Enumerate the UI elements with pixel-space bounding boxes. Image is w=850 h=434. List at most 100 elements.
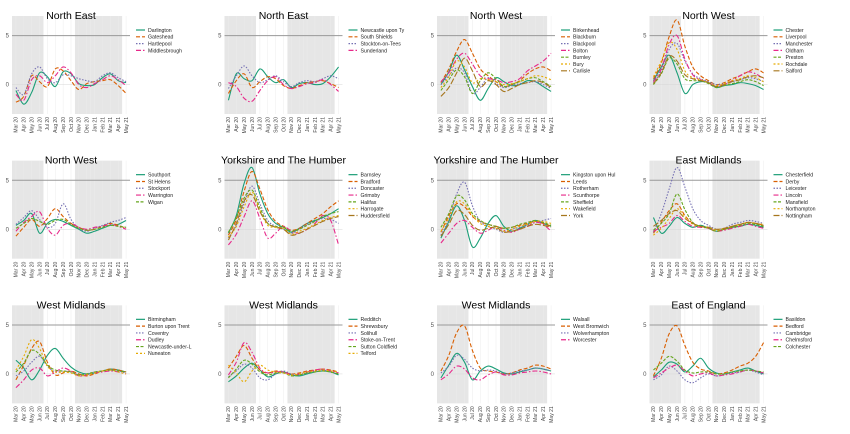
series-line: [227, 66, 339, 101]
lockdown-band: [728, 16, 760, 114]
x-tick-label: Jun 20: [37, 406, 43, 421]
x-tick-label: Sep 20: [698, 117, 704, 133]
legend-label: Birmingham: [148, 317, 176, 323]
series-line: [652, 166, 764, 233]
x-tick-label: Feb 21: [738, 261, 744, 277]
x-tick-label: May 21: [124, 261, 130, 278]
x-tick-label: Oct 20: [706, 261, 712, 276]
y-tick-label: 5: [643, 34, 647, 40]
legend-label: Hartlepool: [148, 42, 172, 48]
series-line: [228, 76, 339, 103]
x-tick-label: Feb 21: [525, 261, 531, 277]
legend-label: Burton upon Trent: [148, 324, 190, 330]
series-line: [652, 57, 764, 89]
panel-3: 0 5 Mar 20 Apr 20 May 20 Jun 20 Jul 20 Aug 20 Se…: [431, 10, 600, 133]
x-tick-label: Jul 20: [470, 406, 476, 420]
series-line: [653, 208, 764, 236]
panel-title: East Midlands: [676, 155, 742, 167]
series-line: [15, 217, 127, 231]
legend-label: Halifax: [361, 200, 377, 206]
y-tick-label: 5: [643, 178, 647, 184]
x-tick-label: Apr 21: [329, 261, 335, 276]
legend-label: Redditch: [361, 317, 382, 323]
series-line: [15, 66, 127, 96]
legend-label: Stockport: [148, 186, 170, 192]
x-tick-label: Apr 21: [116, 406, 122, 421]
legend-label: Middlesbrough: [148, 48, 182, 54]
x-tick-label: Jun 20: [462, 117, 468, 132]
x-tick-label: Sep 20: [273, 406, 279, 422]
x-tick-label: Jan 21: [730, 117, 736, 132]
legend-label: West Bromwich: [573, 324, 609, 330]
x-tick-label: Oct 20: [69, 261, 75, 276]
x-tick-label: Sep 20: [486, 406, 492, 422]
legend-label: Wolverhampton: [573, 331, 609, 337]
lockdown-band: [90, 160, 123, 259]
lockdown-band: [303, 160, 335, 259]
x-tick-label: May 20: [29, 117, 35, 134]
x-tick-label: Aug 20: [691, 117, 697, 133]
x-tick-label: Apr 21: [116, 117, 122, 132]
x-tick-label: Apr 20: [659, 261, 665, 276]
x-tick-label: May 21: [761, 406, 767, 423]
legend-label: Bradford: [361, 179, 381, 185]
legend-label: Rotherham: [573, 186, 599, 192]
x-tick-label: Oct 20: [69, 406, 75, 421]
x-tick-label: Jul 20: [683, 406, 689, 420]
y-tick-label: 0: [431, 227, 435, 233]
x-tick-label: Aug 20: [478, 406, 484, 422]
x-tick-label: Feb 21: [100, 117, 106, 133]
x-tick-label: Mar 21: [533, 406, 539, 422]
lockdown-band: [515, 305, 548, 404]
x-tick-label: Sep 20: [61, 261, 67, 277]
x-tick-label: May 20: [667, 117, 673, 134]
x-tick-label: Jul 20: [258, 406, 264, 420]
panel-title: North East: [259, 10, 309, 22]
x-tick-label: Aug 20: [53, 117, 59, 133]
series-line: [15, 340, 127, 381]
panel-8: 0 5 Mar 20 Apr 20 May 20 Jun 20 Jul 20 Aug 20 Se…: [643, 155, 815, 278]
x-tick-label: Apr 21: [754, 117, 760, 132]
legend-label: Cambridge: [786, 331, 811, 337]
legend-label: Basildon: [786, 317, 806, 323]
lockdown-band: [74, 160, 91, 259]
y-tick-label: 0: [218, 372, 222, 378]
panel-9: 0 5 Mar 20 Apr 20 May 20 Jun 20 Jul 20 Aug 20 Se…: [6, 299, 192, 422]
legend-label: Birkenhead: [573, 28, 599, 34]
x-tick-label: Jan 21: [92, 406, 98, 421]
x-tick-label: Jul 20: [45, 261, 51, 275]
x-tick-label: May 20: [242, 117, 248, 134]
legend-label: Telford: [361, 351, 377, 357]
x-tick-label: Sep 20: [698, 261, 704, 277]
x-tick-label: Nov 20: [289, 406, 295, 422]
x-tick-label: Mar 20: [651, 406, 657, 422]
x-tick-label: Dec 20: [510, 117, 516, 133]
x-tick-label: Mar 21: [746, 406, 752, 422]
legend-label: Mansfield: [786, 200, 808, 206]
lockdown-band: [499, 305, 516, 404]
x-tick-label: Aug 20: [691, 406, 697, 422]
legend-label: Salford: [786, 69, 803, 75]
legend-label: Bolton: [573, 48, 588, 54]
x-tick-label: Oct 20: [281, 261, 287, 276]
series-line: [653, 364, 764, 379]
y-tick-label: 0: [643, 372, 647, 378]
panel-title: West Midlands: [462, 299, 531, 311]
legend-label: Warrington: [148, 193, 173, 199]
legend-label: South Shields: [361, 35, 393, 41]
lockdown-band: [74, 305, 91, 404]
x-tick-label: Dec 20: [297, 117, 303, 133]
lockdown-band: [90, 305, 123, 404]
x-tick-label: Mar 20: [226, 117, 232, 133]
x-tick-label: Jan 21: [305, 261, 311, 276]
legend-label: Kingston upon Hul: [573, 173, 615, 179]
legend-label: York: [573, 213, 584, 219]
x-tick-label: Sep 20: [273, 117, 279, 133]
x-tick-label: Dec 20: [722, 406, 728, 422]
panel-title: Yorkshire and The Humber: [434, 155, 559, 167]
series-line: [227, 341, 339, 376]
x-tick-label: Dec 20: [297, 406, 303, 422]
x-tick-label: Mar 21: [533, 261, 539, 277]
series-line: [440, 57, 552, 97]
